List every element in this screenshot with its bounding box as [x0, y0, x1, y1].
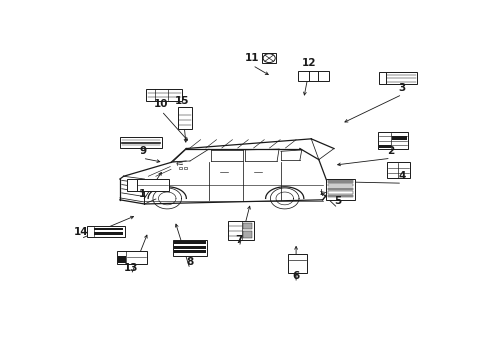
- Text: 3: 3: [398, 82, 405, 93]
- Bar: [173, 240, 206, 256]
- Text: 1: 1: [139, 189, 146, 199]
- Bar: [118, 256, 125, 263]
- Bar: [94, 232, 123, 235]
- Bar: [391, 136, 406, 140]
- Bar: [227, 221, 253, 240]
- Bar: [174, 250, 205, 253]
- Text: 13: 13: [124, 263, 138, 273]
- Bar: [262, 53, 276, 63]
- Bar: [326, 179, 354, 200]
- Bar: [327, 191, 353, 194]
- Bar: [242, 231, 252, 238]
- Bar: [378, 145, 390, 148]
- Bar: [327, 188, 353, 190]
- Bar: [127, 179, 169, 191]
- Bar: [146, 89, 182, 100]
- Bar: [287, 254, 306, 273]
- Bar: [94, 228, 123, 230]
- Bar: [327, 195, 353, 197]
- Bar: [178, 107, 192, 129]
- Bar: [242, 222, 252, 229]
- Bar: [178, 167, 181, 169]
- Text: 2: 2: [386, 146, 394, 156]
- Bar: [327, 195, 353, 197]
- Text: 5: 5: [333, 196, 341, 206]
- Bar: [379, 72, 416, 84]
- Text: 8: 8: [186, 257, 193, 267]
- Text: 14: 14: [73, 227, 88, 237]
- Text: 15: 15: [175, 96, 189, 107]
- Text: 4: 4: [398, 171, 405, 181]
- Bar: [327, 188, 353, 190]
- Bar: [327, 180, 353, 183]
- Bar: [327, 180, 353, 183]
- Bar: [120, 138, 161, 148]
- Bar: [327, 184, 353, 186]
- Text: 11: 11: [245, 53, 259, 63]
- Bar: [174, 241, 205, 244]
- Text: 7: 7: [235, 235, 243, 245]
- Bar: [117, 251, 146, 264]
- Bar: [297, 71, 328, 81]
- Bar: [184, 167, 187, 169]
- Bar: [87, 226, 124, 237]
- Text: 6: 6: [292, 271, 299, 281]
- Bar: [377, 132, 407, 149]
- Text: 9: 9: [139, 146, 146, 156]
- Text: 10: 10: [154, 99, 168, 109]
- Bar: [174, 246, 205, 249]
- Bar: [386, 162, 409, 179]
- Text: 12: 12: [302, 58, 316, 68]
